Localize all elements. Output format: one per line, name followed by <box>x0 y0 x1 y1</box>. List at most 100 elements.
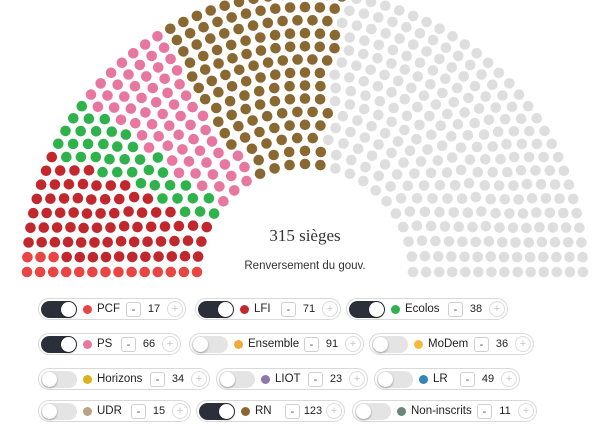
seat-pcf <box>191 266 203 278</box>
seat-rn <box>277 55 289 66</box>
seat-other <box>463 92 474 104</box>
toggle-rn[interactable] <box>199 402 235 420</box>
seat-lfi <box>62 236 74 248</box>
toggle-ps[interactable] <box>41 335 77 353</box>
toggle-lr[interactable] <box>377 370 413 388</box>
seat-ecolos <box>76 100 88 112</box>
seat-other <box>497 90 508 101</box>
toggle-lfi[interactable] <box>198 300 234 318</box>
seat-rn <box>283 146 295 158</box>
seat-ps <box>239 161 250 173</box>
increment-button[interactable]: + <box>326 403 342 419</box>
seat-rn <box>270 69 281 80</box>
seat-ecolos <box>180 180 192 191</box>
seat-lfi <box>40 165 52 177</box>
seat-rn <box>329 29 341 41</box>
seat-ecolos <box>194 206 206 217</box>
seat-ps <box>226 170 237 182</box>
decrement-button[interactable]: - <box>304 336 319 352</box>
seat-other <box>359 103 370 115</box>
increment-button[interactable]: + <box>345 336 361 352</box>
seat-rn <box>247 20 259 31</box>
seat-ps <box>136 92 147 104</box>
decrement-button[interactable]: - <box>121 336 136 352</box>
seat-rn <box>213 86 224 98</box>
increment-button[interactable]: + <box>162 336 178 352</box>
seat-ps <box>134 59 146 71</box>
seat-other <box>404 206 416 217</box>
seat-rn <box>269 95 281 107</box>
toggle-modem[interactable] <box>372 335 408 353</box>
seat-other <box>524 125 535 137</box>
toggle-liot[interactable] <box>219 370 255 388</box>
seat-ecolos <box>157 167 169 178</box>
seat-other <box>434 206 445 218</box>
seat-other <box>517 208 529 219</box>
seat-other <box>502 166 513 178</box>
seat-ecolos <box>126 166 138 178</box>
decrement-button[interactable]: - <box>285 403 300 419</box>
increment-button[interactable]: + <box>515 336 531 352</box>
decrement-button[interactable]: - <box>150 371 165 387</box>
seat-other <box>492 126 504 137</box>
seat-other <box>544 207 556 219</box>
seat-other <box>416 235 428 246</box>
increment-button[interactable]: + <box>518 403 534 419</box>
seat-rn <box>299 119 311 131</box>
decrement-button[interactable]: - <box>131 403 146 419</box>
toggle-ecolos[interactable] <box>349 300 385 318</box>
decrement-button[interactable]: - <box>477 403 492 419</box>
seat-other <box>453 50 464 62</box>
seat-rn <box>292 54 303 65</box>
seat-other <box>482 57 494 69</box>
seat-rn <box>247 115 258 126</box>
seat-other <box>547 222 559 233</box>
seat-other <box>434 23 446 35</box>
seat-rn <box>292 14 303 26</box>
seat-other <box>425 167 437 179</box>
seat-ecolos <box>203 193 215 204</box>
seat-rn <box>233 23 244 35</box>
increment-button[interactable]: + <box>172 403 188 419</box>
increment-button[interactable]: + <box>501 371 517 387</box>
seat-other <box>419 206 431 218</box>
increment-button[interactable]: + <box>167 301 183 317</box>
toggle-non-inscrits[interactable] <box>355 402 391 420</box>
seat-other <box>441 167 453 178</box>
decrement-button[interactable]: - <box>126 301 141 317</box>
seat-rn <box>234 64 245 76</box>
seat-lfi <box>41 207 52 219</box>
seat-other <box>508 180 519 191</box>
seat-ps <box>185 119 196 131</box>
toggle-ensemble[interactable] <box>192 335 228 353</box>
increment-button[interactable]: + <box>322 301 338 317</box>
seat-rn <box>198 50 209 62</box>
seat-other <box>549 179 561 190</box>
decrement-button[interactable]: - <box>474 336 489 352</box>
seat-rn <box>307 54 318 65</box>
increment-button[interactable]: + <box>191 371 207 387</box>
seat-ecolos <box>82 138 94 150</box>
toggle-udr[interactable] <box>41 402 77 420</box>
seat-other <box>567 193 579 205</box>
toggle-horizons[interactable] <box>41 370 77 388</box>
seat-rn <box>240 8 252 19</box>
seat-lfi <box>155 236 167 247</box>
toggle-pcf[interactable] <box>41 300 77 318</box>
seat-rn <box>270 3 281 14</box>
increment-button[interactable]: + <box>349 371 365 387</box>
seat-lfi <box>100 251 112 263</box>
decrement-button[interactable]: - <box>460 371 475 387</box>
seat-rn <box>226 12 237 23</box>
seat-other <box>419 250 431 262</box>
seat-other <box>455 164 467 176</box>
decrement-button[interactable]: - <box>448 301 463 317</box>
seats-count: 315 sièges <box>269 226 341 245</box>
increment-button[interactable]: + <box>489 301 505 317</box>
seat-ps <box>112 79 123 90</box>
decrement-button[interactable]: - <box>281 301 296 317</box>
seat-rn <box>314 2 326 13</box>
decrement-button[interactable]: - <box>308 371 323 387</box>
seat-other <box>551 266 563 278</box>
seat-other <box>469 80 481 92</box>
